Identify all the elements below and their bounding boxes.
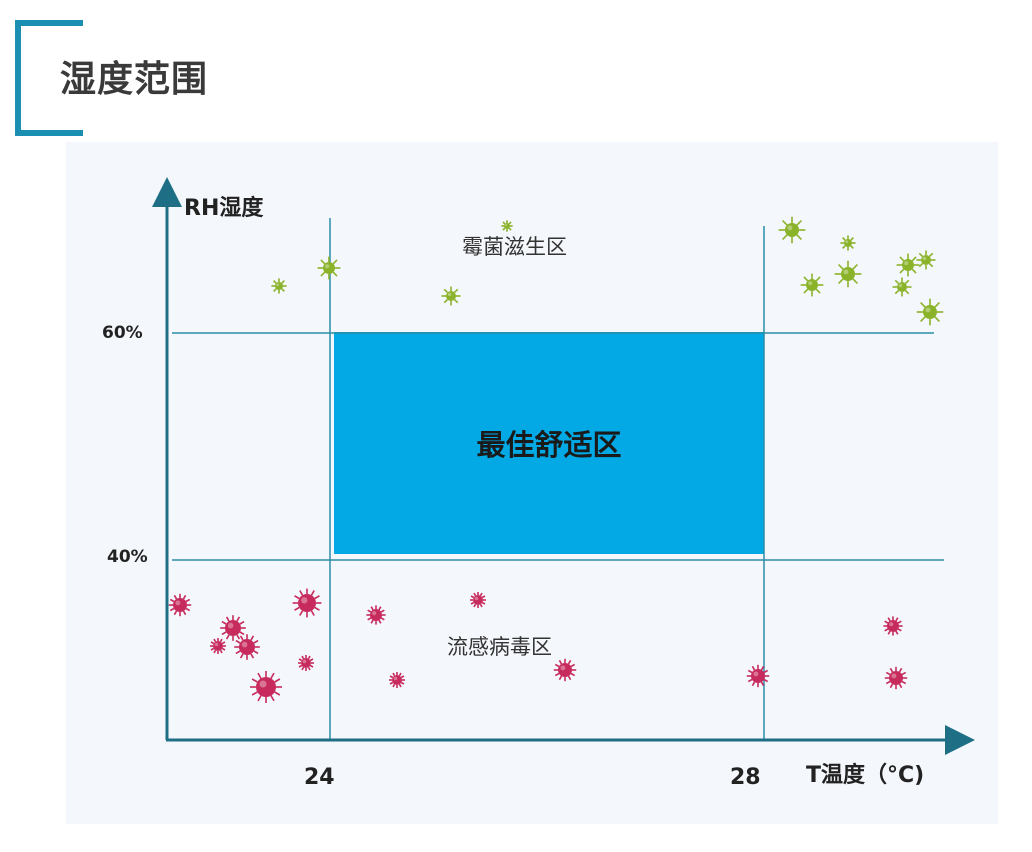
mold-germ-icon <box>834 260 862 288</box>
mold-germ-icon <box>892 277 912 297</box>
y-axis-label: RH湿度 <box>184 195 264 221</box>
mold-germs <box>271 216 944 326</box>
flu-virus-icon <box>389 672 405 688</box>
mold-germ-icon <box>840 235 856 251</box>
mold-germ-icon <box>317 256 341 280</box>
mold-zone-label: 霉菌滋生区 <box>462 235 567 259</box>
y-tick-60: 60% <box>102 323 143 343</box>
flu-virus-icon <box>366 605 386 625</box>
flu-virus-icon <box>168 593 192 617</box>
mold-germ-icon <box>778 216 806 244</box>
flu-virus-icon <box>234 634 260 660</box>
x-tick-24: 24 <box>304 765 335 790</box>
flu-virus-icon <box>883 616 903 636</box>
comfort-zone-label: 最佳舒适区 <box>476 428 621 462</box>
mold-germ-icon <box>271 278 287 294</box>
flu-virus-icon <box>250 671 282 703</box>
flu-virus-icon <box>292 588 322 618</box>
flu-virus-icon <box>553 658 577 682</box>
flu-virus-icon <box>298 655 314 671</box>
flu-virus-icon <box>220 615 246 641</box>
flu-virus-icon <box>470 592 486 608</box>
virus-zone-label: 流感病毒区 <box>447 635 552 659</box>
x-tick-28: 28 <box>730 765 761 790</box>
flu-virus-icon <box>210 638 226 654</box>
y-tick-40: 40% <box>107 547 148 567</box>
mold-germ-icon <box>800 273 824 297</box>
flu-virus-icon <box>884 666 908 690</box>
title-bracket-decoration <box>15 20 83 136</box>
mold-germ-icon <box>916 250 936 270</box>
diagram-panel: RH湿度 T温度（°C) 60% 40% 24 28 霉菌滋生区 最佳舒适区 流… <box>66 142 998 824</box>
mold-germ-icon <box>441 286 461 306</box>
mold-germ-icon <box>501 220 513 232</box>
mold-germ-icon <box>916 298 944 326</box>
humidity-temperature-diagram: RH湿度 T温度（°C) 60% 40% 24 28 霉菌滋生区 最佳舒适区 流… <box>102 177 975 790</box>
flu-viruses <box>168 588 908 703</box>
flu-virus-icon <box>746 664 770 688</box>
mold-germ-icon <box>896 253 920 277</box>
x-axis-label: T温度（°C) <box>806 762 924 788</box>
page-title: 湿度范围 <box>60 59 209 100</box>
comfort-zone <box>334 332 764 554</box>
